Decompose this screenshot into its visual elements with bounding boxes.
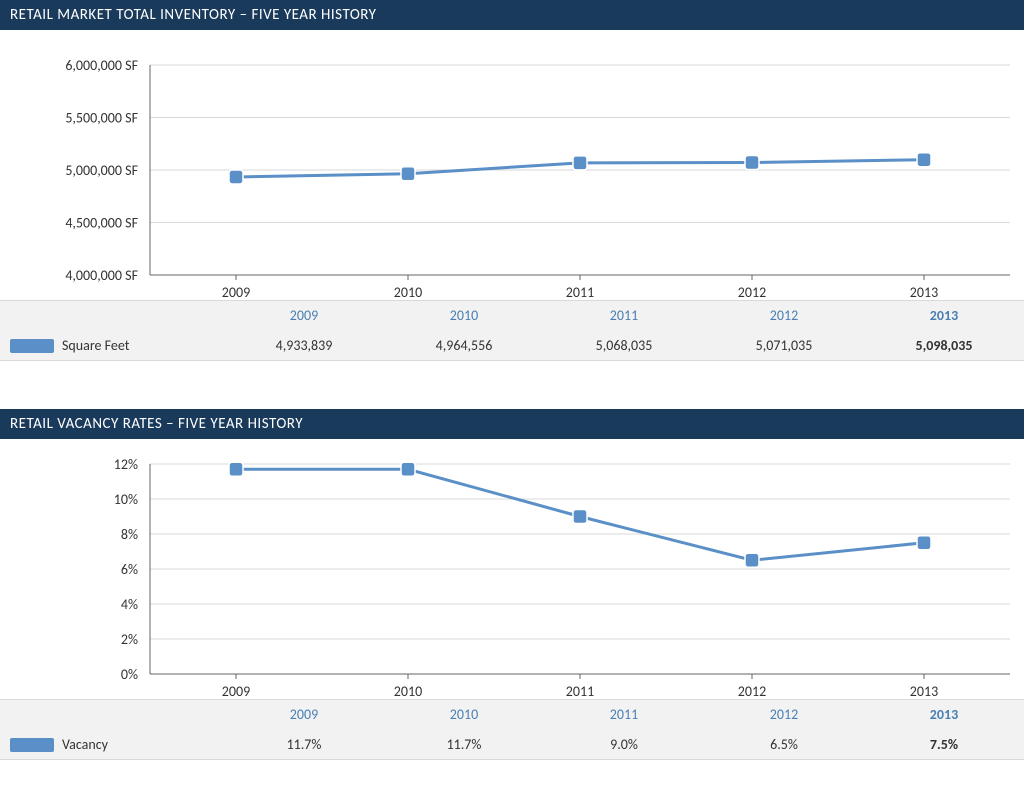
inventory-marker xyxy=(573,156,587,170)
table-year-header: 2013 xyxy=(864,700,1024,730)
vacancy-panel: RETAIL VACANCY RATES – FIVE YEAR HISTORY… xyxy=(0,409,1024,760)
table-value-cell: 5,068,035 xyxy=(544,330,704,361)
inventory-panel: RETAIL MARKET TOTAL INVENTORY – FIVE YEA… xyxy=(0,0,1024,361)
vacancy-marker xyxy=(229,462,243,476)
chart-bg xyxy=(0,30,1024,300)
table-value-cell: 4,964,556 xyxy=(384,330,544,361)
legend-swatch xyxy=(10,738,54,752)
inventory-marker xyxy=(917,153,931,167)
legend-swatch xyxy=(10,339,54,353)
y-tick-label: 4% xyxy=(121,596,138,613)
y-tick-label: 8% xyxy=(121,526,138,543)
inventory-marker xyxy=(229,170,243,184)
x-tick-label: 2012 xyxy=(738,683,766,699)
inventory-marker xyxy=(401,167,415,181)
table-blank-header xyxy=(0,700,224,730)
vacancy-marker xyxy=(401,462,415,476)
table-value-cell: 11.7% xyxy=(384,729,544,760)
table-value-cell: 6.5% xyxy=(704,729,864,760)
table-value-cell: 5,071,035 xyxy=(704,330,864,361)
x-tick-label: 2009 xyxy=(222,284,250,300)
y-tick-label: 0% xyxy=(121,666,138,683)
vacancy-chart: 0% 2% 4% 6% 8% 10% 12% 2009 2010 2011 2012 2013 xyxy=(0,439,1024,699)
series-label-cell: Vacancy xyxy=(0,729,224,760)
y-tick-label: 4,000,000 SF xyxy=(65,267,138,284)
series-label-cell: Square Feet xyxy=(0,330,224,361)
table-year-header: 2009 xyxy=(224,301,384,331)
x-tick-label: 2011 xyxy=(566,284,594,300)
table-blank-header xyxy=(0,301,224,331)
y-tick-label: 2% xyxy=(121,631,138,648)
y-tick-label: 5,500,000 SF xyxy=(65,110,138,127)
y-tick-label: 4,500,000 SF xyxy=(65,215,138,232)
vacancy-marker xyxy=(917,536,931,550)
table-year-header: 2009 xyxy=(224,700,384,730)
table-value-cell: 11.7% xyxy=(224,729,384,760)
table-value-cell: 9.0% xyxy=(544,729,704,760)
y-tick-label: 5,000,000 SF xyxy=(65,162,138,179)
table-value-cell: 4,933,839 xyxy=(224,330,384,361)
x-tick-label: 2013 xyxy=(910,284,938,300)
vacancy-marker xyxy=(573,510,587,524)
x-tick-label: 2013 xyxy=(910,683,938,699)
y-tick-label: 10% xyxy=(114,491,138,508)
table-year-header: 2010 xyxy=(384,301,544,331)
y-tick-label: 12% xyxy=(114,456,138,473)
table-value-cell: 5,098,035 xyxy=(864,330,1024,361)
table-year-header: 2011 xyxy=(544,700,704,730)
inventory-title: RETAIL MARKET TOTAL INVENTORY – FIVE YEA… xyxy=(0,0,1024,30)
inventory-chart: 4,000,000 SF 4,500,000 SF 5,000,000 SF 5,50… xyxy=(0,30,1024,300)
inventory-data-table: 20092010201120122013 Square Feet 4,933,839… xyxy=(0,300,1024,361)
y-tick-label: 6% xyxy=(121,561,138,578)
table-year-header: 2012 xyxy=(704,700,864,730)
table-value-cell: 7.5% xyxy=(864,729,1024,760)
x-tick-label: 2010 xyxy=(394,683,422,699)
vacancy-chart-wrap: 0% 2% 4% 6% 8% 10% 12% 2009 2010 2011 2012 2013 xyxy=(0,439,1024,699)
x-tick-label: 2009 xyxy=(222,683,250,699)
table-year-header: 2012 xyxy=(704,301,864,331)
y-tick-label: 6,000,000 SF xyxy=(65,57,138,74)
series-name: Square Feet xyxy=(62,337,129,354)
inventory-marker xyxy=(745,156,759,170)
inventory-chart-wrap: 4,000,000 SF 4,500,000 SF 5,000,000 SF 5,50… xyxy=(0,30,1024,300)
x-tick-label: 2010 xyxy=(394,284,422,300)
table-year-header: 2013 xyxy=(864,301,1024,331)
vacancy-marker xyxy=(745,553,759,567)
x-tick-label: 2011 xyxy=(566,683,594,699)
table-year-header: 2011 xyxy=(544,301,704,331)
vacancy-title: RETAIL VACANCY RATES – FIVE YEAR HISTORY xyxy=(0,409,1024,439)
table-year-header: 2010 xyxy=(384,700,544,730)
series-name: Vacancy xyxy=(62,736,108,753)
vacancy-data-table: 20092010201120122013Vacancy11.7%11.7%9.0… xyxy=(0,699,1024,760)
x-tick-label: 2012 xyxy=(738,284,766,300)
